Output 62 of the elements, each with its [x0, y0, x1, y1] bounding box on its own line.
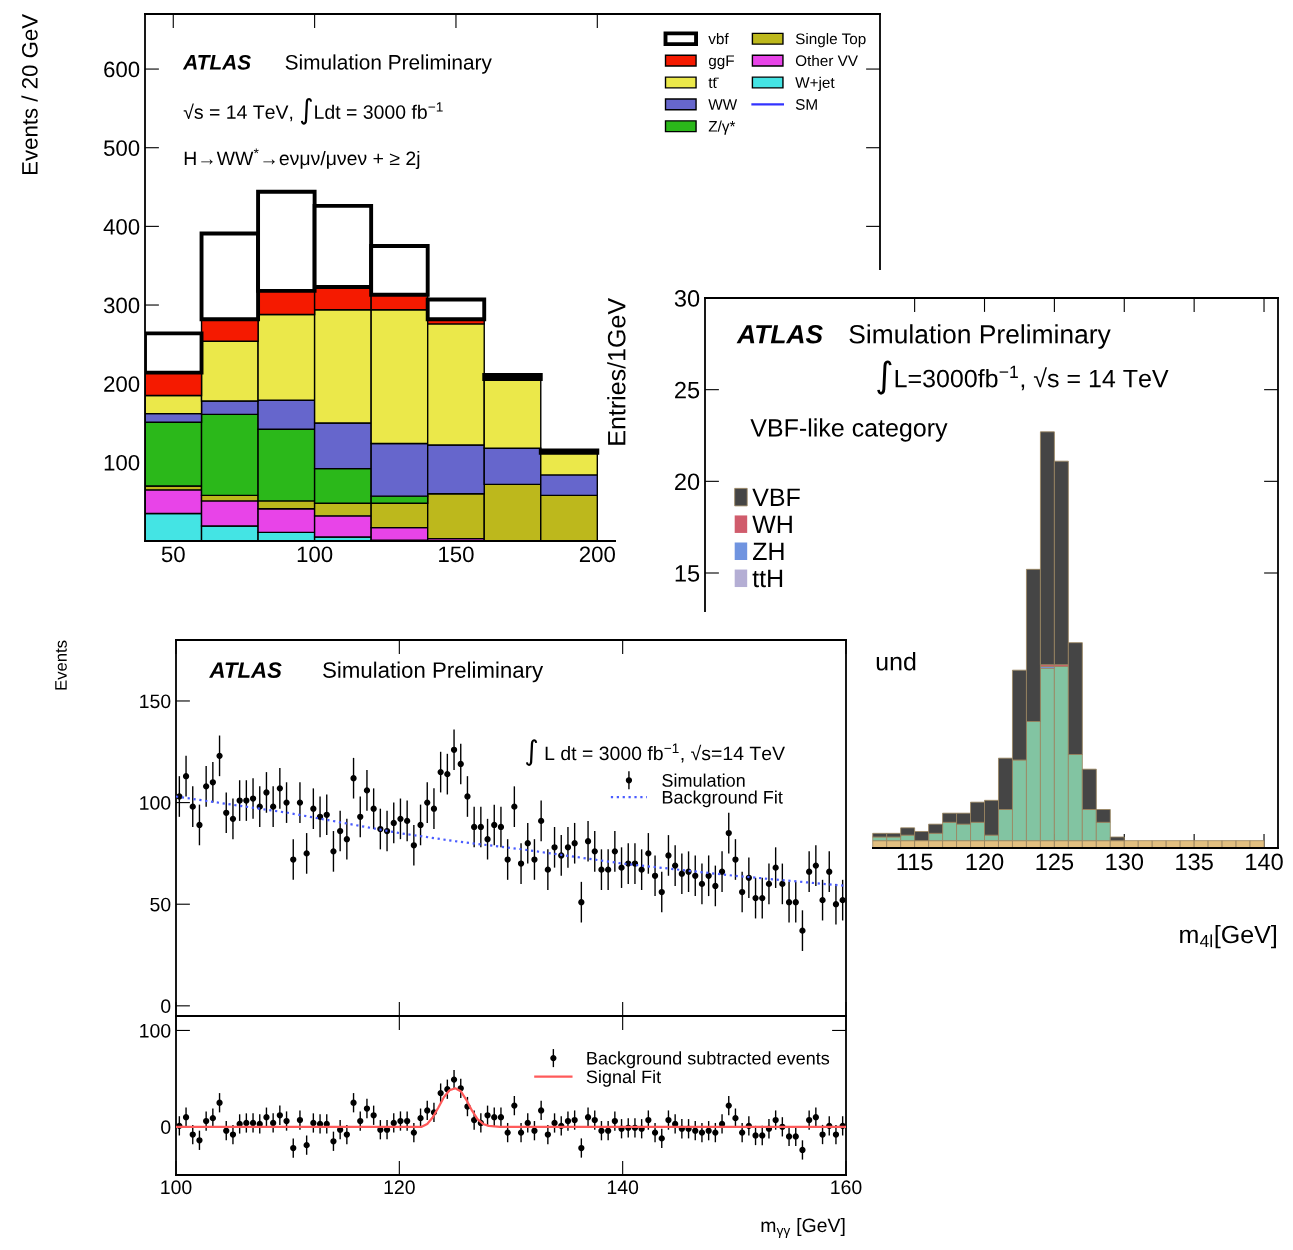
y-tick-label: 100 — [104, 454, 140, 471]
legend-label: Z/γ* — [708, 120, 736, 135]
legend-label: Signal Fit — [586, 1069, 661, 1087]
x-tick-label: 140 — [1246, 853, 1283, 871]
annotation: H→WW$^{*}$→eνμν/μνeν + ≥ 2j — [184, 148, 420, 170]
legend-label: Simulation — [662, 773, 745, 787]
y-tick-label: 100 — [140, 796, 171, 810]
legend-label: WH — [752, 515, 792, 533]
y-tick-label: 150 — [140, 694, 171, 709]
legend-label: Background subtracted events — [587, 1051, 830, 1069]
x-tick-label: 160 — [831, 1180, 862, 1195]
annotation: Simulation Preliminary — [285, 54, 492, 74]
x-tick-label: 200 — [579, 546, 615, 563]
annotation: ∫ L dt = 3000 fb$^{−1}$, √s=14 TeV — [525, 739, 785, 766]
y-tick-label: 20 — [675, 473, 700, 491]
legend-label: tt̄ — [708, 77, 719, 88]
annotation: √s = 14 TeV, ∫Ldt = 3000 fb$^{−1}$ — [183, 97, 443, 125]
y-axis-title: Events — [55, 640, 67, 690]
y-tick-label: 30 — [674, 290, 700, 307]
y-axis-title: Entries/1GeV — [607, 298, 626, 445]
legend-label: vbf — [708, 33, 729, 45]
annotation: ATLAS — [736, 324, 823, 344]
x-tick-label: 150 — [439, 546, 474, 563]
legend-label: Single Top — [795, 33, 866, 48]
x-tick-label: 120 — [966, 853, 1004, 871]
x-axis-title: m$_{4l}$[GeV] — [1180, 925, 1276, 949]
x-axis-title: m$_{γγ}$ [GeV] — [761, 1217, 845, 1238]
annotation: ∫L=3000fb$^{−1}$, √s = 14 TeV — [877, 360, 1169, 395]
y-tick-label: 100 — [140, 1023, 171, 1038]
legend-label: WW — [708, 99, 738, 110]
x-tick-label: 125 — [1036, 853, 1074, 871]
x-tick-label: 135 — [1176, 853, 1213, 871]
annotation: VBF-like category — [750, 418, 948, 442]
legend-label: ZH — [752, 542, 784, 560]
y-tick-label: 500 — [103, 140, 140, 156]
legend-label: SM — [795, 99, 817, 110]
annotation: Simulation Preliminary — [849, 324, 1111, 349]
y-axis-title: Events / 20 GeV — [21, 14, 38, 174]
x-tick-label: 120 — [384, 1180, 415, 1195]
y-tick-label: 50 — [150, 897, 171, 912]
y-tick-label: 15 — [675, 565, 700, 582]
annotation: ATLAS — [209, 662, 282, 678]
legend-label: Other VV — [795, 54, 858, 67]
y-tick-label: 200 — [104, 376, 140, 392]
annotation: und — [876, 652, 916, 671]
y-tick-label: 0 — [161, 1120, 171, 1135]
legend-label: VBF — [752, 488, 800, 506]
legend-label: W+jet — [795, 76, 835, 92]
x-tick-label: 115 — [897, 853, 933, 871]
annotation: ATLAS — [182, 54, 251, 70]
x-tick-label: 140 — [607, 1180, 639, 1195]
x-tick-label: 130 — [1106, 853, 1144, 871]
legend-label: Background Fit — [662, 790, 783, 808]
legend-label: ttH — [752, 569, 783, 588]
y-tick-label: 600 — [104, 61, 140, 78]
legend-label: ggF — [708, 55, 734, 70]
annotation: Simulation Preliminary — [323, 661, 544, 683]
y-tick-label: 0 — [161, 999, 171, 1014]
y-tick-label: 25 — [675, 381, 700, 399]
x-tick-label: 100 — [297, 546, 333, 563]
y-tick-label: 400 — [103, 218, 140, 235]
y-tick-label: 300 — [103, 297, 140, 314]
